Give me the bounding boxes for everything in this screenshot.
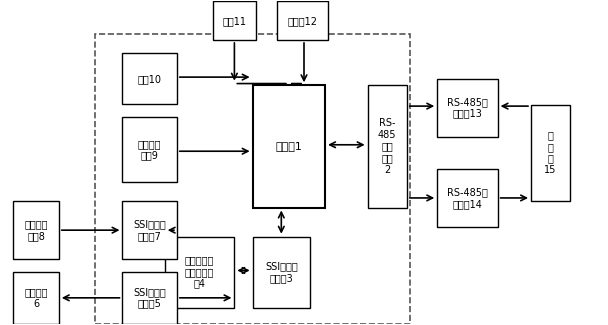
- FancyBboxPatch shape: [165, 237, 235, 307]
- Text: 单片机1: 单片机1: [275, 141, 302, 151]
- Text: RS-
485
转换
电路
2: RS- 485 转换 电路 2: [378, 118, 396, 175]
- Text: SSI接口转
换电路3: SSI接口转 换电路3: [265, 261, 298, 283]
- FancyBboxPatch shape: [368, 85, 407, 208]
- Text: SSI通讯输
入接口7: SSI通讯输 入接口7: [133, 219, 166, 241]
- Text: 外部电源
接口9: 外部电源 接口9: [138, 139, 161, 161]
- FancyBboxPatch shape: [122, 53, 177, 105]
- Text: RS-485输
入接口13: RS-485输 入接口13: [447, 97, 488, 119]
- FancyBboxPatch shape: [437, 169, 498, 227]
- Text: 数字和时钟
信号转换电
路4: 数字和时钟 信号转换电 路4: [185, 255, 214, 289]
- FancyBboxPatch shape: [122, 201, 177, 259]
- FancyBboxPatch shape: [277, 1, 328, 40]
- FancyBboxPatch shape: [531, 105, 570, 201]
- Text: 检测设备
6: 检测设备 6: [24, 287, 48, 309]
- Text: 上
位
机
15: 上 位 机 15: [544, 130, 557, 175]
- Text: 电池10: 电池10: [137, 74, 162, 84]
- FancyBboxPatch shape: [122, 117, 177, 182]
- Text: 绝对值编
码器8: 绝对值编 码器8: [24, 219, 48, 241]
- FancyBboxPatch shape: [122, 272, 177, 324]
- FancyBboxPatch shape: [437, 79, 498, 137]
- Text: 按键11: 按键11: [223, 16, 246, 26]
- Text: RS-485输
出接口14: RS-485输 出接口14: [447, 187, 488, 209]
- FancyBboxPatch shape: [213, 1, 255, 40]
- Text: SSI通讯输
出接口5: SSI通讯输 出接口5: [133, 287, 166, 309]
- FancyBboxPatch shape: [252, 237, 310, 307]
- FancyBboxPatch shape: [13, 201, 59, 259]
- Text: 显示屏12: 显示屏12: [288, 16, 317, 26]
- FancyBboxPatch shape: [13, 272, 59, 324]
- FancyBboxPatch shape: [252, 85, 325, 208]
